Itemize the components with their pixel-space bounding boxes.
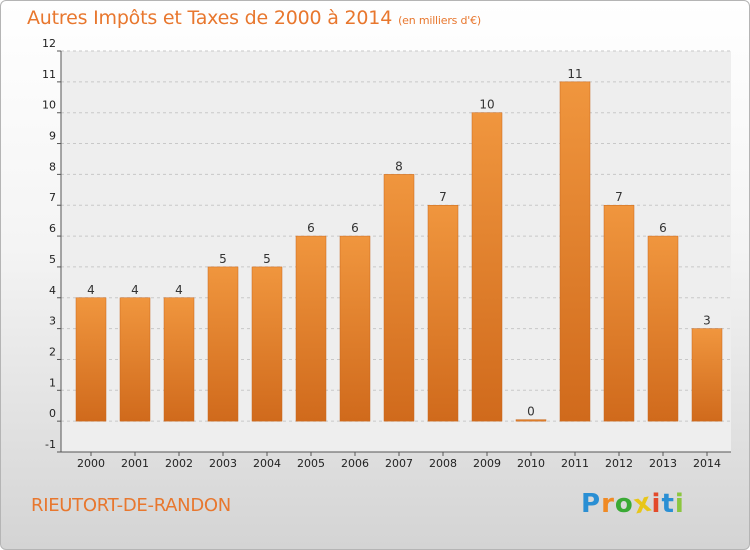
x-tick-label-2009: 2009 (473, 457, 501, 470)
y-tick-label: 9 (49, 130, 56, 143)
value-label-2014: 3 (703, 314, 711, 328)
bar-2009 (471, 112, 503, 422)
bar-2014 (691, 328, 723, 422)
value-label-2004: 5 (263, 252, 271, 266)
logo-letter: i (651, 489, 662, 519)
logo-letter: r (601, 489, 615, 519)
bar-2003 (207, 266, 239, 422)
value-label-2009: 10 (479, 98, 494, 112)
y-tick-label: 4 (49, 284, 56, 297)
y-tick-label: 11 (42, 68, 56, 81)
y-tick-label: 3 (49, 315, 56, 328)
bars (75, 81, 723, 422)
logo-letter: o (614, 489, 634, 519)
x-tick-label-2007: 2007 (385, 457, 413, 470)
y-tick-label: 12 (42, 37, 56, 50)
x-tick-label-2003: 2003 (209, 457, 237, 470)
bar-2005 (295, 235, 327, 422)
y-tick-label: 0 (49, 407, 56, 420)
bar-2008 (427, 204, 459, 422)
x-tick-label-2012: 2012 (605, 457, 633, 470)
x-tick-label-2002: 2002 (165, 457, 193, 470)
x-tick-label-2011: 2011 (561, 457, 589, 470)
value-label-2008: 7 (439, 190, 447, 204)
x-tick-label-2000: 2000 (77, 457, 105, 470)
bar-2007 (383, 174, 415, 422)
bar-2006 (339, 235, 371, 422)
value-label-2003: 5 (219, 252, 227, 266)
chart-unit: (en milliers d'€) (398, 14, 481, 27)
y-tick-label: 10 (42, 99, 56, 112)
bar-2013 (647, 235, 679, 422)
y-tick-label: 7 (49, 191, 56, 204)
value-label-2013: 6 (659, 221, 667, 235)
x-tick-label-2008: 2008 (429, 457, 457, 470)
y-tick-label: 8 (49, 160, 56, 173)
chart-title: Autres Impôts et Taxes de 2000 à 2014 (en… (27, 7, 481, 29)
value-label-2001: 4 (131, 283, 139, 297)
x-tick-label-2014: 2014 (693, 457, 721, 470)
x-tick-label-2004: 2004 (253, 457, 281, 470)
value-label-2005: 6 (307, 221, 315, 235)
x-tick-label-2005: 2005 (297, 457, 325, 470)
bar-2000 (75, 297, 107, 422)
chart-title-text: Autres Impôts et Taxes de 2000 à 2014 (27, 7, 393, 29)
axes (57, 50, 731, 456)
bar-2004 (251, 266, 283, 422)
bar-2001 (119, 297, 151, 422)
value-label-2006: 6 (351, 221, 359, 235)
x-tick-label-2010: 2010 (517, 457, 545, 470)
y-tick-label: 1 (49, 376, 56, 389)
value-label-2002: 4 (175, 283, 183, 297)
value-label-2010: 0 (527, 405, 535, 419)
x-tick-label-2006: 2006 (341, 457, 369, 470)
proxiti-logo[interactable]: Proxiti (581, 487, 685, 520)
y-tick-label: 6 (49, 222, 56, 235)
x-tick-labels: 2000 2001 2002 2003 2004 2005 2006 2007 2008 2009… (77, 457, 721, 470)
bar-2012 (603, 204, 635, 422)
logo-letter: t (661, 489, 675, 519)
x-tick-label-2013: 2013 (649, 457, 677, 470)
x-tick-label-2001: 2001 (121, 457, 149, 470)
value-label-2011: 11 (567, 67, 582, 81)
logo-letter: P (581, 489, 602, 519)
bar-2002 (163, 297, 195, 422)
bar-2010 (515, 419, 547, 422)
logo-letter: i (674, 489, 685, 519)
value-label-2000: 4 (87, 283, 95, 297)
bar-2011 (559, 81, 591, 422)
y-tick-label: 2 (49, 345, 56, 358)
town-name: RIEUTORT-DE-RANDON (31, 495, 231, 516)
y-tick-label: 5 (49, 253, 56, 266)
value-labels: 4 4 4 5 5 6 6 8 7 10 0 11 7 6 3 (87, 67, 711, 419)
y-tick-label: -1 (45, 438, 56, 451)
value-label-2007: 8 (395, 159, 403, 173)
value-label-2012: 7 (615, 190, 623, 204)
